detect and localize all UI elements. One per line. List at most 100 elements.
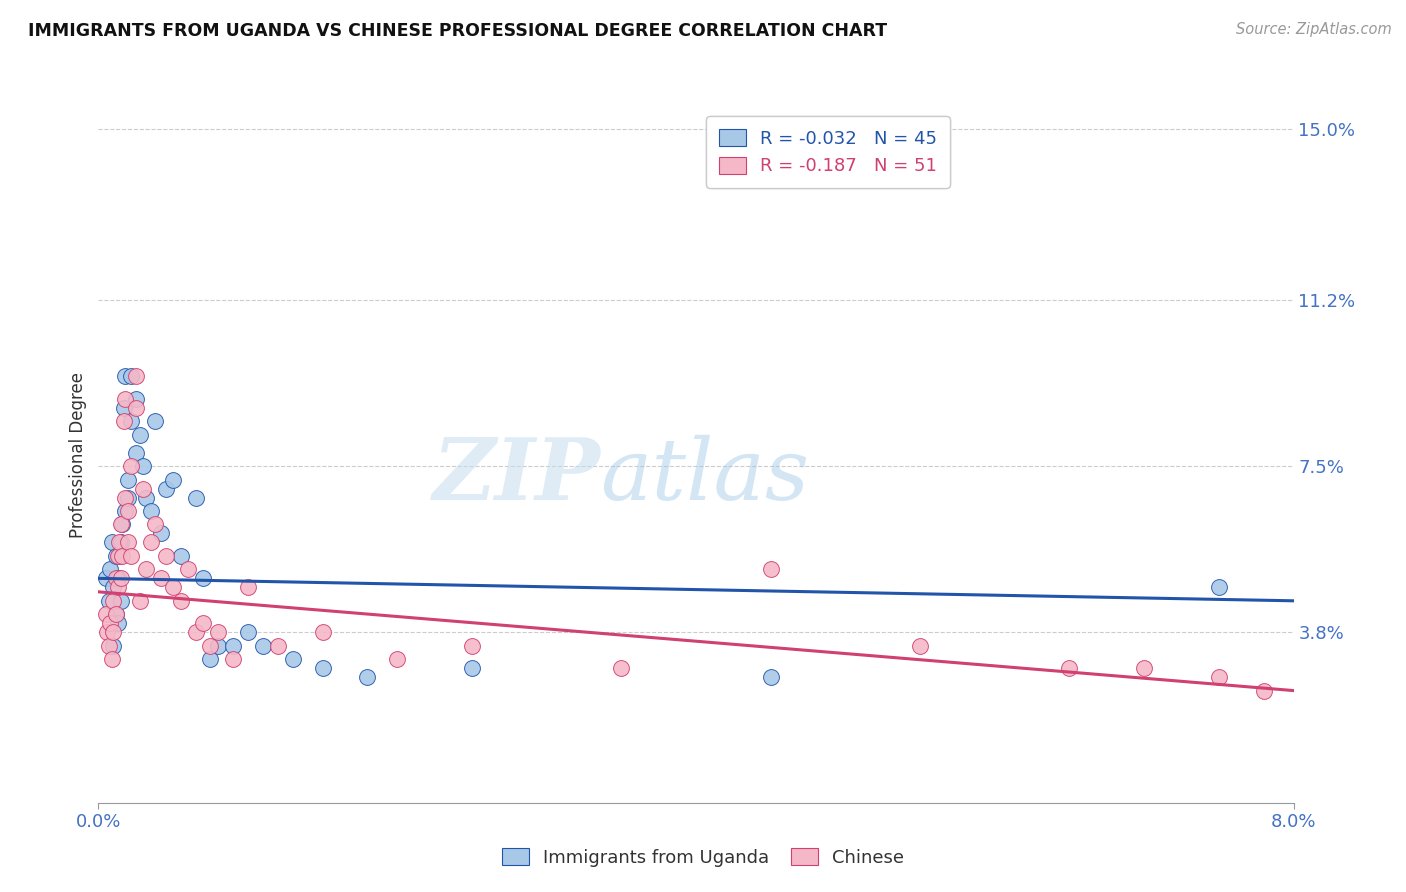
Point	[110, 517, 132, 532]
Point	[101, 652, 124, 666]
Point	[117, 473, 139, 487]
Point	[200, 652, 222, 666]
Point	[97, 594, 120, 608]
Point	[110, 594, 132, 608]
Point	[236, 580, 259, 594]
Point	[191, 616, 214, 631]
Point	[98, 616, 122, 631]
Point	[117, 491, 139, 505]
Point	[1059, 661, 1081, 675]
Point	[150, 526, 173, 541]
Point	[162, 473, 184, 487]
Point	[105, 571, 128, 585]
Point	[908, 639, 931, 653]
Point	[150, 571, 173, 585]
Point	[120, 549, 142, 563]
Point	[114, 491, 136, 505]
Point	[125, 401, 148, 415]
Point	[132, 482, 155, 496]
Legend: Immigrants from Uganda, Chinese: Immigrants from Uganda, Chinese	[495, 841, 911, 874]
Text: Source: ZipAtlas.com: Source: ZipAtlas.com	[1236, 22, 1392, 37]
Point	[94, 607, 117, 622]
Point	[97, 639, 120, 653]
Point	[759, 562, 782, 576]
Point	[610, 661, 633, 675]
Point	[184, 625, 207, 640]
Point	[139, 504, 162, 518]
Point	[98, 562, 122, 576]
Point	[461, 661, 484, 675]
Point	[129, 594, 152, 608]
Point	[155, 482, 177, 496]
Point	[120, 414, 142, 428]
Point	[105, 607, 128, 622]
Point	[114, 392, 136, 406]
Point	[107, 616, 129, 631]
Point	[135, 562, 157, 576]
Point	[1208, 670, 1230, 684]
Point	[236, 625, 259, 640]
Point	[135, 491, 157, 505]
Point	[125, 392, 148, 406]
Point	[103, 594, 125, 608]
Point	[169, 549, 191, 563]
Point	[267, 639, 290, 653]
Point	[1253, 683, 1275, 698]
Point	[114, 369, 136, 384]
Point	[143, 517, 166, 532]
Point	[103, 580, 125, 594]
Point	[125, 369, 148, 384]
Point	[96, 625, 118, 640]
Point	[311, 625, 333, 640]
Point	[111, 549, 134, 563]
Text: ZIP: ZIP	[433, 434, 600, 517]
Point	[1133, 661, 1156, 675]
Point	[200, 639, 222, 653]
Point	[94, 571, 117, 585]
Text: atlas: atlas	[600, 434, 810, 517]
Point	[107, 580, 129, 594]
Point	[112, 401, 135, 415]
Point	[114, 504, 136, 518]
Point	[110, 535, 132, 549]
Point	[222, 639, 245, 653]
Point	[105, 607, 128, 622]
Point	[112, 414, 135, 428]
Point	[108, 549, 131, 563]
Point	[385, 652, 409, 666]
Point	[155, 549, 177, 563]
Point	[1208, 580, 1230, 594]
Point	[759, 670, 782, 684]
Point	[132, 459, 155, 474]
Point	[110, 571, 132, 585]
Point	[311, 661, 333, 675]
Text: IMMIGRANTS FROM UGANDA VS CHINESE PROFESSIONAL DEGREE CORRELATION CHART: IMMIGRANTS FROM UGANDA VS CHINESE PROFES…	[28, 22, 887, 40]
Point	[120, 369, 142, 384]
Point	[252, 639, 274, 653]
Point	[107, 571, 129, 585]
Point	[105, 549, 128, 563]
Point	[108, 535, 131, 549]
Point	[143, 414, 166, 428]
Point	[111, 517, 134, 532]
Point	[125, 445, 148, 459]
Point	[191, 571, 214, 585]
Point	[129, 427, 152, 442]
Point	[169, 594, 191, 608]
Point	[101, 535, 124, 549]
Point	[222, 652, 245, 666]
Point	[103, 625, 125, 640]
Legend: R = -0.032   N = 45, R = -0.187   N = 51: R = -0.032 N = 45, R = -0.187 N = 51	[706, 116, 950, 188]
Point	[207, 625, 229, 640]
Point	[162, 580, 184, 594]
Point	[177, 562, 200, 576]
Y-axis label: Professional Degree: Professional Degree	[69, 372, 87, 538]
Point	[117, 504, 139, 518]
Point	[117, 535, 139, 549]
Point	[461, 639, 484, 653]
Point	[281, 652, 304, 666]
Point	[207, 639, 229, 653]
Point	[107, 549, 129, 563]
Point	[356, 670, 378, 684]
Point	[139, 535, 162, 549]
